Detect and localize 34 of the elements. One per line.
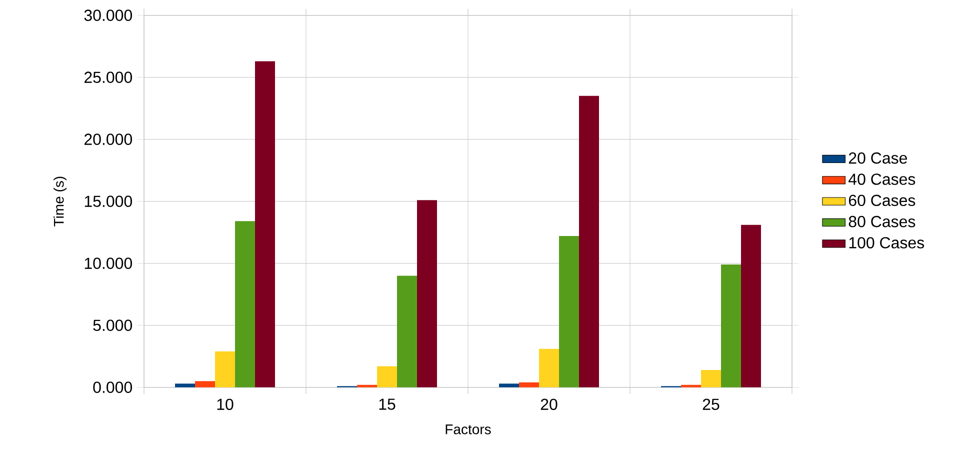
y-tick-label: 5.000 bbox=[93, 320, 132, 331]
y-tick-label: 25.000 bbox=[84, 72, 132, 83]
bar bbox=[377, 366, 398, 388]
legend-label: 40 Cases bbox=[848, 174, 916, 185]
bar bbox=[579, 96, 599, 388]
bar bbox=[519, 382, 540, 388]
y-tick-label: 20.000 bbox=[84, 134, 132, 145]
bar bbox=[741, 224, 761, 388]
y-tick-label: 15.000 bbox=[84, 196, 132, 207]
y-tick-label: 0.000 bbox=[93, 382, 132, 393]
y-tick-label: 10.000 bbox=[84, 258, 132, 269]
bar bbox=[397, 276, 418, 388]
bar bbox=[499, 384, 520, 388]
bar bbox=[235, 221, 256, 388]
legend-label: 80 Cases bbox=[848, 216, 916, 228]
bar bbox=[539, 348, 560, 388]
bar bbox=[559, 236, 580, 388]
bar bbox=[701, 370, 721, 388]
x-tick-label: 10 bbox=[217, 398, 234, 410]
x-tick-label: 20 bbox=[540, 398, 558, 410]
x-tick-label: 25 bbox=[702, 398, 720, 410]
bar bbox=[215, 351, 236, 388]
bar bbox=[175, 384, 196, 388]
y-tick-label: 30.000 bbox=[84, 10, 132, 21]
x-tick-label: 15 bbox=[379, 398, 396, 410]
bar bbox=[721, 264, 742, 388]
legend-label: 100 Cases bbox=[849, 237, 924, 248]
y-axis-title: Time (s) bbox=[54, 176, 67, 226]
legend-label: 60 Cases bbox=[848, 194, 916, 206]
bar bbox=[195, 381, 216, 388]
bar bbox=[417, 200, 438, 388]
legend-label: 20 Case bbox=[848, 152, 907, 164]
bar bbox=[255, 61, 276, 388]
x-axis-title: Factors bbox=[446, 424, 491, 434]
